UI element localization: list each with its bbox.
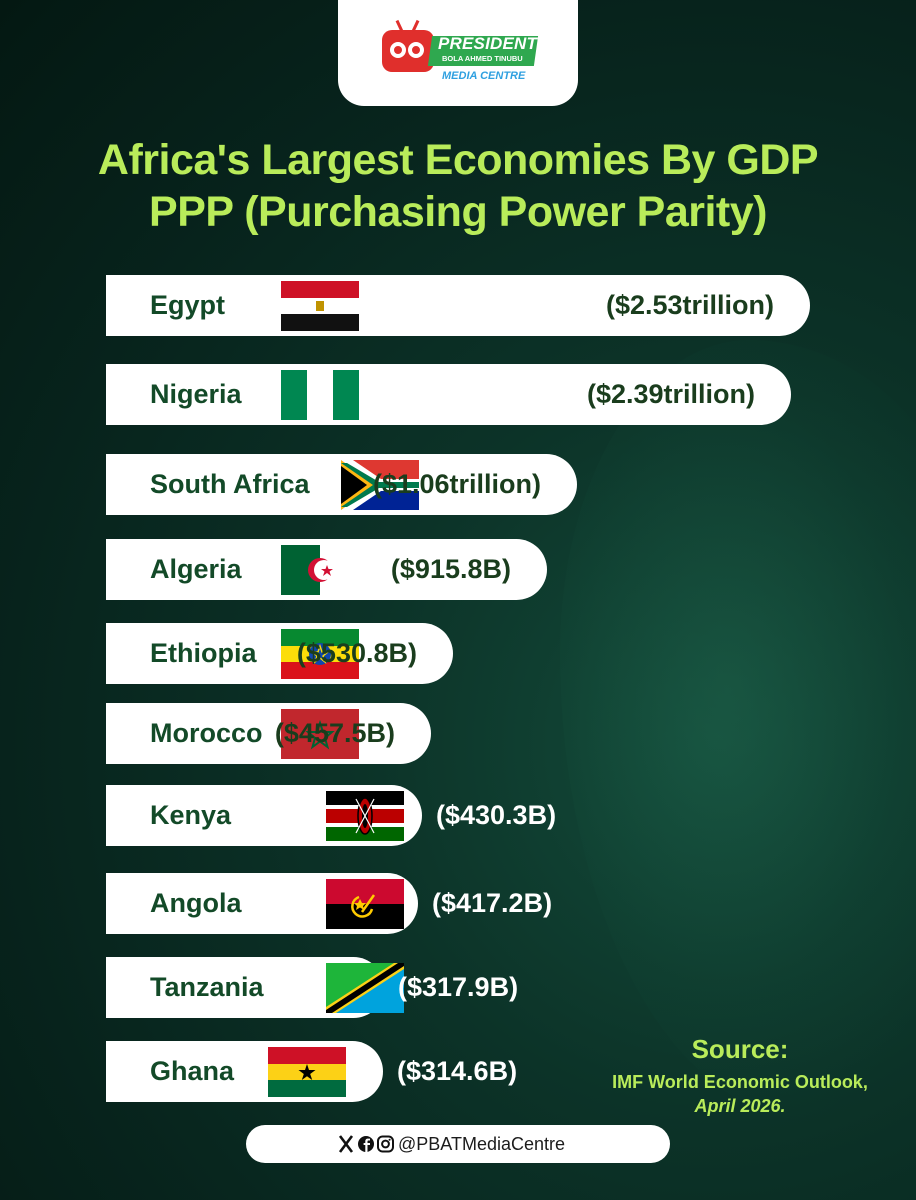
- tanzania-flag: [326, 963, 404, 1013]
- data-label: ($317.9B): [398, 972, 519, 1002]
- logo-subtitle: BOLA AHMED TINUBU: [442, 54, 523, 63]
- bar-egypt: Egypt: [106, 275, 810, 336]
- bar-morocco: Morocco: [106, 703, 431, 764]
- ghana-flag: [268, 1047, 346, 1097]
- country-label: Ghana: [150, 1056, 235, 1086]
- africa-map-silhouette: [560, 340, 916, 1120]
- ethiopia-flag: [281, 629, 359, 679]
- kenya-flag: [326, 791, 404, 841]
- social-icons: [338, 1135, 394, 1153]
- data-label: ($457.5B): [274, 718, 395, 748]
- country-label: Kenya: [150, 800, 232, 830]
- country-label: Nigeria: [150, 379, 242, 409]
- social-bar: @PBATMediaCentre: [246, 1125, 670, 1163]
- bar-south-africa: South Africa: [106, 454, 577, 515]
- instagram-icon[interactable]: [377, 1135, 394, 1153]
- data-label: ($2.53trillion): [605, 290, 774, 320]
- bar-angola: Angola: [106, 873, 418, 934]
- nigeria-flag: [281, 370, 359, 420]
- tv-logo-icon: [382, 19, 434, 72]
- country-label: Tanzania: [150, 972, 264, 1002]
- chart-title-line1: Africa's Largest Economies By GDP: [97, 136, 819, 184]
- chart-title-line2: PPP (Purchasing Power Parity): [149, 188, 767, 236]
- bar-tanzania: Tanzania: [106, 957, 404, 1018]
- source-publication: IMF World Economic Outlook,: [612, 1072, 868, 1092]
- country-label: Angola: [150, 888, 242, 918]
- egypt-flag: [281, 281, 359, 331]
- source-label: Source:: [691, 1034, 789, 1064]
- bar-kenya: Kenya: [106, 785, 422, 846]
- bar-nigeria: Nigeria: [106, 364, 791, 425]
- facebook-icon[interactable]: [358, 1136, 374, 1152]
- country-label: South Africa: [150, 469, 310, 499]
- chart-title: Africa's Largest Economies By GDP PPP (P…: [0, 134, 916, 238]
- country-label: Morocco: [150, 718, 263, 748]
- morocco-flag: [281, 709, 359, 759]
- data-label: ($417.2B): [432, 888, 553, 918]
- logo-title: PRESIDENT: [438, 34, 538, 53]
- country-label: Egypt: [150, 290, 226, 320]
- bar-algeria: Algeria: [106, 539, 547, 600]
- logo-media-centre: MEDIA CENTRE: [442, 70, 526, 82]
- country-label: Ethiopia: [150, 638, 257, 668]
- bar-ethiopia: Ethiopia: [106, 623, 453, 684]
- social-handle[interactable]: @PBATMediaCentre: [398, 1134, 566, 1154]
- data-label: ($430.3B): [436, 800, 557, 830]
- bar-ghana: Ghana: [106, 1041, 383, 1102]
- south-africa-flag: [341, 460, 419, 510]
- angola-flag: [326, 879, 404, 929]
- data-label: ($530.8B): [296, 638, 417, 668]
- algeria-flag: [281, 545, 359, 595]
- data-label: ($915.8B): [390, 554, 511, 584]
- data-label: ($2.39trillion): [586, 379, 755, 409]
- country-label: Algeria: [150, 554, 242, 584]
- source-text: IMF World Economic Outlook, April 2026.: [580, 1070, 900, 1118]
- source-date: April 2026.: [694, 1096, 786, 1116]
- data-label: ($1.06trillion): [372, 469, 541, 499]
- logo-card: PRESIDENT BOLA AHMED TINUBU MEDIA CENTRE: [338, 0, 578, 106]
- data-label: ($314.6B): [397, 1056, 518, 1086]
- x-icon[interactable]: [338, 1135, 354, 1153]
